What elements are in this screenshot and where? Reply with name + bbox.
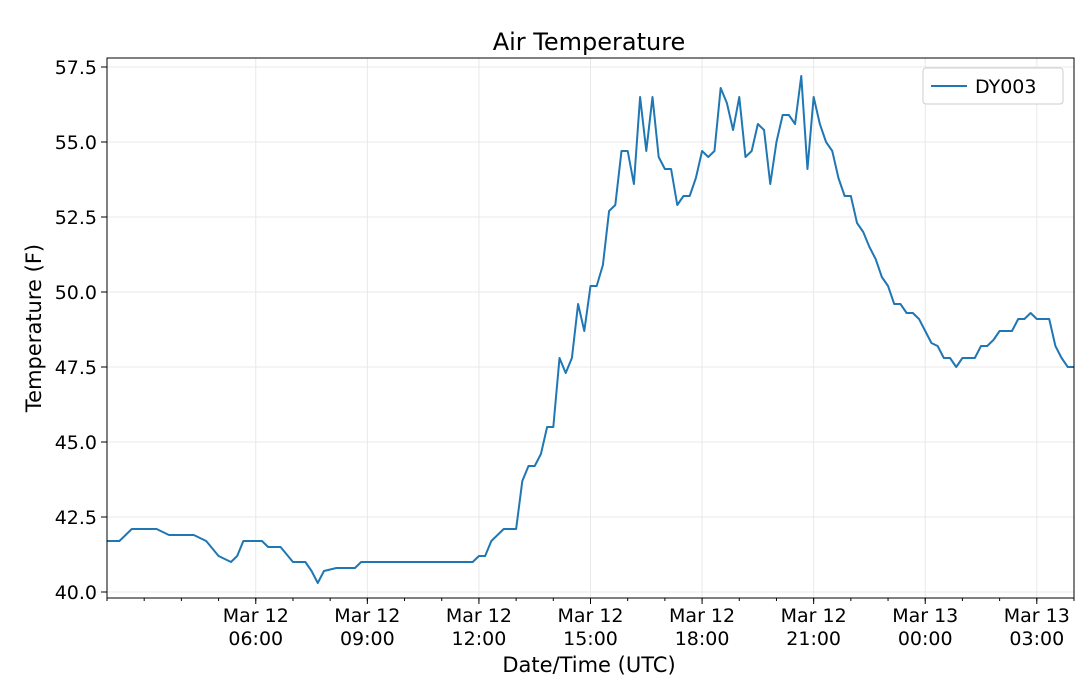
x-tick-label-time: 06:00 xyxy=(228,628,283,650)
x-tick-label-date: Mar 13 xyxy=(892,605,958,627)
x-tick-label-time: 09:00 xyxy=(340,628,395,650)
y-axis: 40.0 42.5 45.0 47.5 50.0 52.5 55.0 57.5 xyxy=(55,57,107,604)
grid xyxy=(107,58,1074,598)
y-tick-label: 47.5 xyxy=(55,357,97,379)
x-tick-label-time: 18:00 xyxy=(675,628,730,650)
legend: DY003 xyxy=(922,67,1064,105)
x-tick-label-time: 12:00 xyxy=(452,628,507,650)
x-tick-label-date: Mar 13 xyxy=(1004,605,1070,627)
series-line-dy003 xyxy=(107,75,1074,584)
y-tick-label: 52.5 xyxy=(55,207,97,229)
y-tick-label: 45.0 xyxy=(55,432,97,454)
legend-label: DY003 xyxy=(975,76,1036,98)
chart-title: Air Temperature xyxy=(493,28,686,56)
x-tick-label-date: Mar 12 xyxy=(446,605,512,627)
x-tick-label-date: Mar 12 xyxy=(223,605,289,627)
x-tick-label-date: Mar 12 xyxy=(557,605,623,627)
x-tick-label-time: 03:00 xyxy=(1009,628,1064,650)
y-tick-label: 40.0 xyxy=(55,582,97,604)
x-tick-label-date: Mar 12 xyxy=(334,605,400,627)
series-layer xyxy=(107,75,1074,584)
x-tick-label-time: 15:00 xyxy=(563,628,618,650)
x-tick-label-time: 00:00 xyxy=(898,628,953,650)
x-axis-label: Date/Time (UTC) xyxy=(502,653,675,677)
y-tick-label: 55.0 xyxy=(55,132,97,154)
y-tick-label: 42.5 xyxy=(55,507,97,529)
y-tick-label: 57.5 xyxy=(55,57,97,79)
x-tick-label-date: Mar 12 xyxy=(669,605,735,627)
legend-box xyxy=(922,67,1064,105)
x-tick-label-date: Mar 12 xyxy=(781,605,847,627)
x-tick-label-time: 21:00 xyxy=(786,628,841,650)
y-tick-label: 50.0 xyxy=(55,282,97,304)
y-axis-label: Temperature (F) xyxy=(22,244,46,413)
